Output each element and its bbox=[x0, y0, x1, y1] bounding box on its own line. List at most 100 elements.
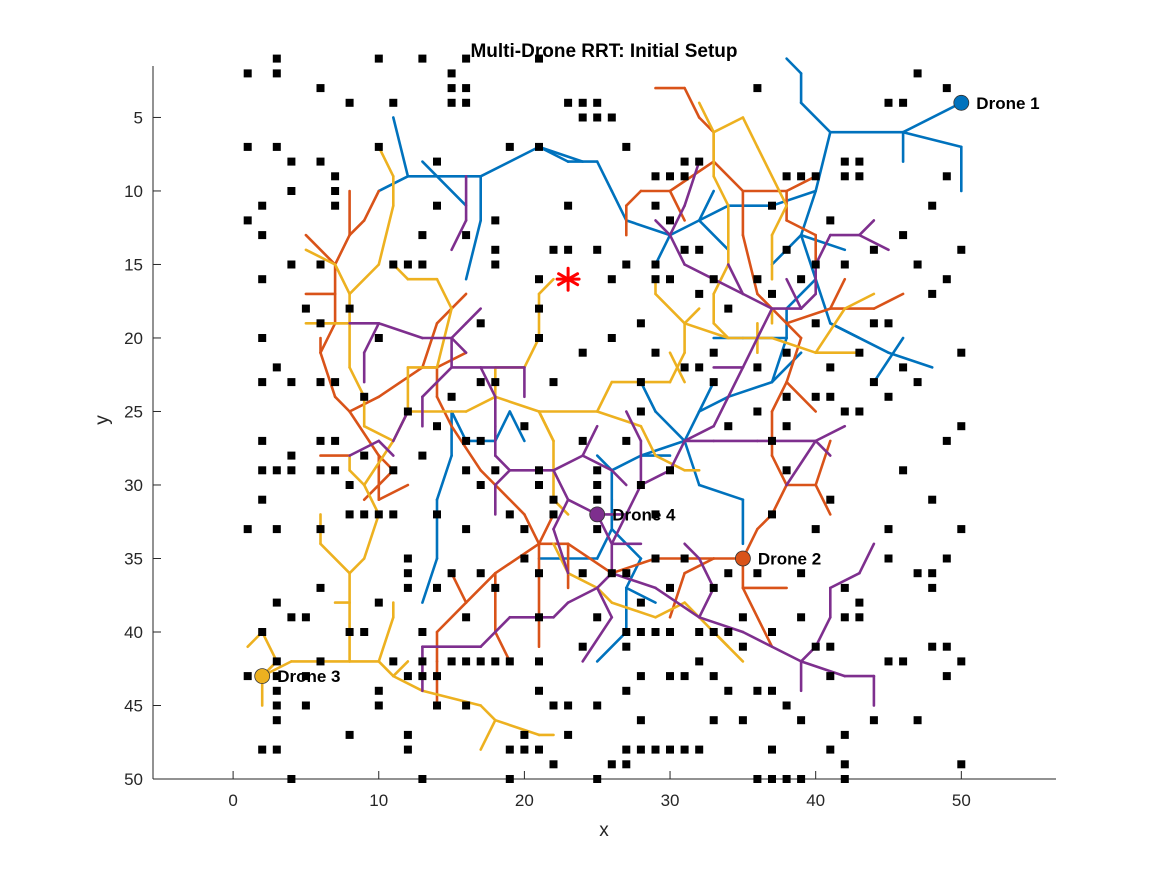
obstacle-marker bbox=[607, 113, 616, 122]
obstacle-marker bbox=[651, 260, 660, 269]
obstacle-marker bbox=[928, 495, 937, 504]
obstacle-marker bbox=[797, 569, 806, 578]
tree-edge bbox=[814, 424, 847, 443]
tree-edge bbox=[858, 219, 876, 237]
obstacle-marker bbox=[316, 525, 325, 534]
obstacle-marker bbox=[593, 98, 602, 107]
obstacle-marker bbox=[403, 407, 412, 416]
y-tick-label: 30 bbox=[124, 476, 143, 495]
tree-edge bbox=[799, 292, 818, 310]
tree-edge bbox=[901, 130, 963, 149]
obstacle-marker bbox=[622, 745, 631, 754]
obstacle-marker bbox=[272, 701, 281, 710]
y-tick-label: 10 bbox=[124, 182, 143, 201]
tree-edge bbox=[435, 601, 468, 634]
tree-edge bbox=[391, 660, 410, 678]
obstacle-marker bbox=[724, 686, 733, 695]
tree-edge bbox=[712, 116, 745, 134]
obstacle-marker bbox=[811, 525, 820, 534]
tree-edge bbox=[624, 483, 643, 516]
obstacle-marker bbox=[636, 407, 645, 416]
obstacle-marker bbox=[331, 172, 340, 181]
obstacle-marker bbox=[695, 628, 704, 636]
obstacle-marker bbox=[505, 775, 514, 783]
tree-edge bbox=[493, 468, 512, 487]
tree-edge bbox=[654, 454, 686, 472]
tree-edge bbox=[450, 424, 483, 472]
obstacle-marker bbox=[316, 436, 325, 445]
tree-edge bbox=[552, 601, 570, 619]
tree-edge bbox=[362, 439, 395, 487]
obstacle-marker bbox=[622, 260, 631, 269]
obstacle-marker bbox=[869, 378, 878, 387]
goal-marker bbox=[555, 266, 581, 292]
obstacle-marker bbox=[811, 260, 820, 269]
obstacle-marker bbox=[258, 378, 267, 387]
obstacle-marker bbox=[840, 613, 849, 622]
obstacle-marker bbox=[301, 613, 310, 622]
obstacle-marker bbox=[316, 583, 325, 592]
drone-label: Drone 4 bbox=[612, 505, 676, 524]
obstacle-marker bbox=[301, 701, 310, 710]
obstacle-marker bbox=[957, 657, 966, 666]
obstacle-marker bbox=[535, 745, 543, 754]
tree-edge bbox=[712, 277, 745, 296]
tree-edge bbox=[479, 615, 512, 649]
obstacle-marker bbox=[535, 334, 543, 342]
tree-edge bbox=[377, 204, 395, 266]
obstacle-marker bbox=[433, 422, 441, 431]
obstacle-marker bbox=[913, 569, 922, 578]
obstacle-marker bbox=[797, 775, 806, 783]
rrt-tree bbox=[348, 160, 890, 707]
tree-edge bbox=[683, 542, 701, 560]
obstacle-marker bbox=[680, 172, 689, 181]
obstacle-marker bbox=[272, 525, 281, 534]
obstacle-marker bbox=[243, 525, 252, 534]
plot-axes: 0 10 20 30 40 50 5 10 15 20 25 30 35 40 45 50 bbox=[124, 66, 1056, 810]
tree-edge bbox=[712, 395, 730, 428]
obstacle-marker bbox=[928, 583, 937, 592]
tree-edge bbox=[581, 454, 614, 472]
tree-edge bbox=[770, 189, 818, 207]
obstacle-marker bbox=[462, 613, 471, 622]
obstacle-marker bbox=[797, 716, 806, 725]
tree-edge bbox=[595, 527, 614, 560]
tree-edge bbox=[348, 439, 381, 457]
obstacle-marker bbox=[768, 775, 776, 783]
obstacle-marker bbox=[447, 392, 456, 401]
obstacle-marker bbox=[418, 231, 427, 240]
tree-edge bbox=[785, 439, 818, 487]
y-tick-label: 25 bbox=[124, 402, 143, 421]
obstacle-marker bbox=[578, 98, 587, 107]
tree-edge bbox=[668, 204, 686, 237]
tree-edge bbox=[785, 380, 818, 413]
tree-edge bbox=[639, 380, 657, 413]
obstacle-marker bbox=[243, 69, 252, 78]
obstacle-marker bbox=[913, 378, 922, 387]
tree-edge bbox=[624, 189, 643, 207]
obstacle-marker bbox=[622, 642, 631, 651]
obstacle-marker bbox=[374, 510, 383, 519]
obstacle-marker bbox=[753, 275, 762, 284]
obstacle-marker bbox=[826, 216, 835, 225]
tree-edge bbox=[712, 263, 730, 296]
tree-edge bbox=[697, 483, 745, 502]
obstacle-marker bbox=[491, 466, 500, 475]
tree-edge bbox=[552, 454, 585, 472]
obstacle-marker bbox=[855, 172, 864, 181]
tree-edge bbox=[552, 468, 570, 502]
obstacle-marker bbox=[389, 510, 398, 519]
tree-edge bbox=[668, 160, 716, 193]
obstacle-marker bbox=[942, 554, 951, 563]
obstacle-marker bbox=[724, 569, 733, 578]
x-tick-label: 40 bbox=[806, 791, 825, 810]
obstacle-marker bbox=[782, 348, 791, 357]
obstacle-marker bbox=[768, 436, 776, 445]
obstacle-marker bbox=[884, 98, 893, 107]
tree-edge bbox=[756, 307, 774, 340]
obstacle-marker bbox=[666, 172, 674, 181]
y-tick-label: 5 bbox=[134, 108, 143, 127]
obstacle-marker bbox=[651, 554, 660, 563]
tree-edge bbox=[377, 366, 424, 399]
x-tick-label: 0 bbox=[228, 791, 237, 810]
